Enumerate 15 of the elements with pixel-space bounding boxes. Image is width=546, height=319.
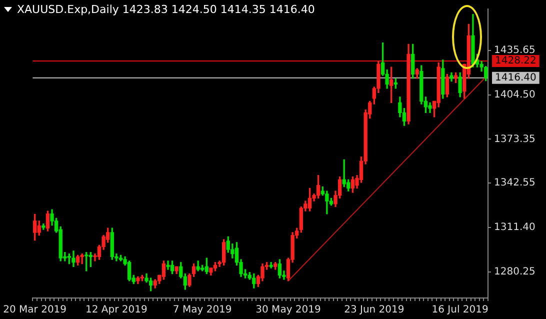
x-tick-label: 23 Jun 2019: [344, 304, 404, 316]
ref-line-label: 1416.40: [495, 72, 536, 84]
x-tick-label: 12 Apr 2019: [86, 304, 148, 316]
y-tick-label: 1342.55: [494, 178, 536, 189]
x-tick-label: 16 Jul 2019: [432, 304, 488, 316]
x-tick-label: 30 May 2019: [256, 304, 321, 316]
y-tick-label: 1280.25: [494, 266, 536, 278]
y-tick-label: 1373.35: [494, 134, 536, 145]
y-tick-label: 1311.40: [494, 222, 536, 234]
y-tick-label: 1404.50: [494, 89, 536, 100]
x-tick-label: 7 May 2019: [172, 304, 232, 316]
ref-line-label: 1428.22: [495, 56, 536, 67]
x-tick-label: 20 Mar 2019: [3, 304, 67, 316]
chart-title: XAUUSD.Exp,Daily 1423.83 1424.50 1414.35 1416.40: [17, 3, 315, 16]
y-tick-label: 1435.65: [494, 45, 536, 56]
